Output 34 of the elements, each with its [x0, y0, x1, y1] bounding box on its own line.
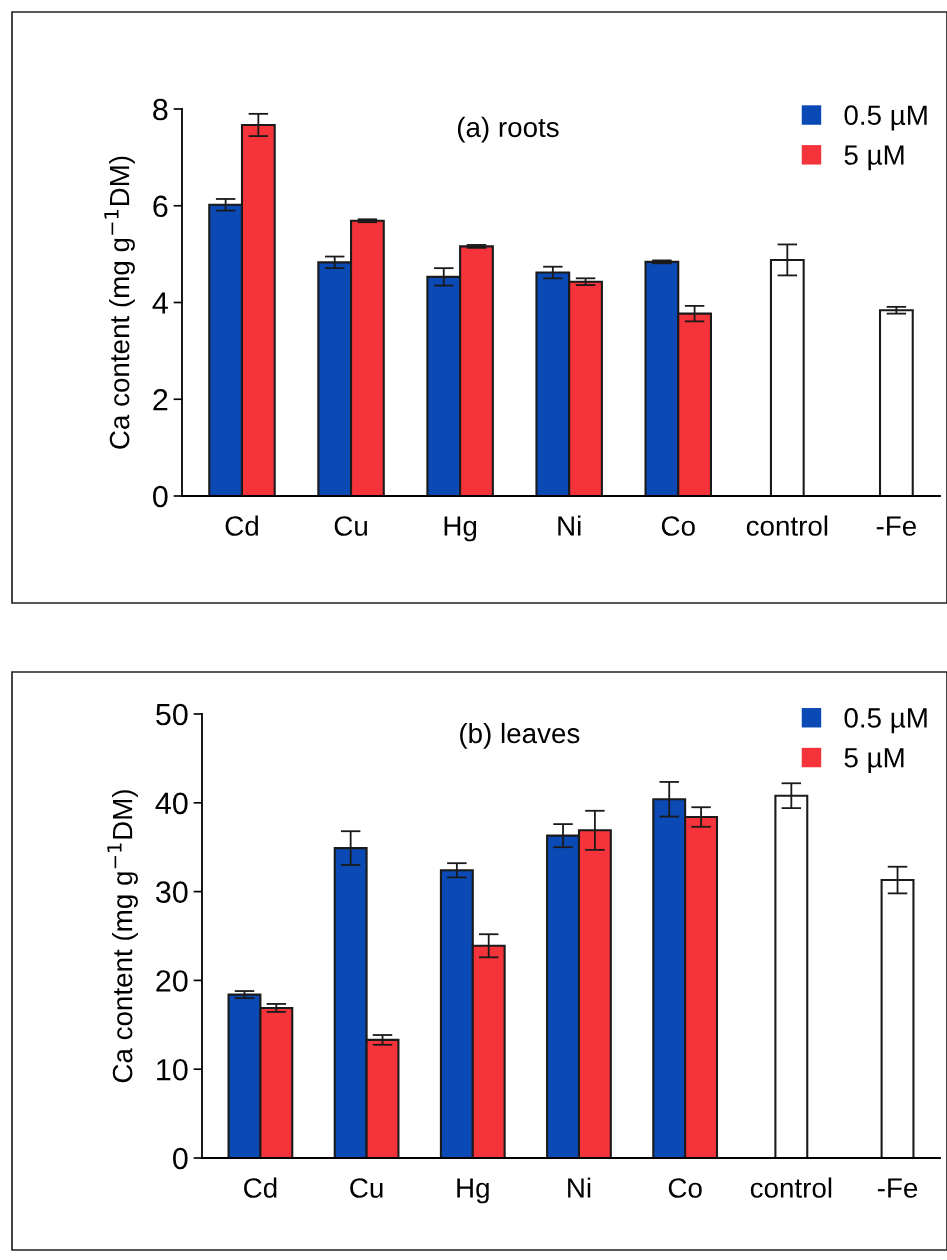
legend-label: 0.5 µM — [844, 105, 927, 131]
y-tick-label: 0 — [153, 485, 168, 508]
x-tick-label: Cd — [244, 1177, 277, 1198]
x-tick-label: Ni — [558, 515, 581, 536]
x-tick-label: Ni — [568, 1177, 591, 1198]
x-tick-label: Cu — [334, 516, 367, 536]
x-tick-label: control — [746, 515, 828, 536]
legend-label: 0.5 µM — [844, 708, 927, 734]
y-tick-label: 8 — [153, 98, 168, 121]
y-tick-label: 2 — [153, 388, 168, 411]
x-tick-label: control — [750, 1177, 832, 1198]
bar — [878, 309, 914, 496]
y-tick-label: 20 — [156, 970, 188, 992]
chart-title: (a) roots — [457, 116, 559, 143]
y-tick-label: 4 — [152, 292, 168, 314]
legend-label: 5 µM — [844, 145, 904, 171]
y-tick-label: 40 — [155, 792, 188, 815]
x-tick-label: Cu — [350, 1178, 383, 1198]
y-axis-title: Ca content (mg g$^{−1}$DM) — [107, 790, 138, 1083]
y-tick-label: 10 — [157, 1058, 188, 1081]
y-tick-label: 6 — [153, 195, 168, 218]
x-tick-label: Cd — [225, 515, 258, 536]
y-tick-label: 0 — [173, 1147, 188, 1170]
x-tick-label: Co — [661, 516, 695, 536]
chart-title: (b) leaves — [460, 722, 580, 749]
x-tick-label: Hg — [444, 516, 477, 542]
x-tick-label: Co — [668, 1178, 702, 1198]
y-tick-label: 50 — [156, 703, 188, 726]
x-tick-label: -Fe — [876, 516, 916, 536]
x-tick-label: -Fe — [877, 1178, 918, 1198]
y-axis-title: Ca content (mg g$^{−1}$DM) — [104, 156, 135, 449]
y-tick-label: 30 — [155, 881, 188, 903]
legend-label: 5 µM — [844, 748, 904, 774]
x-tick-label: Hg — [457, 1178, 489, 1204]
